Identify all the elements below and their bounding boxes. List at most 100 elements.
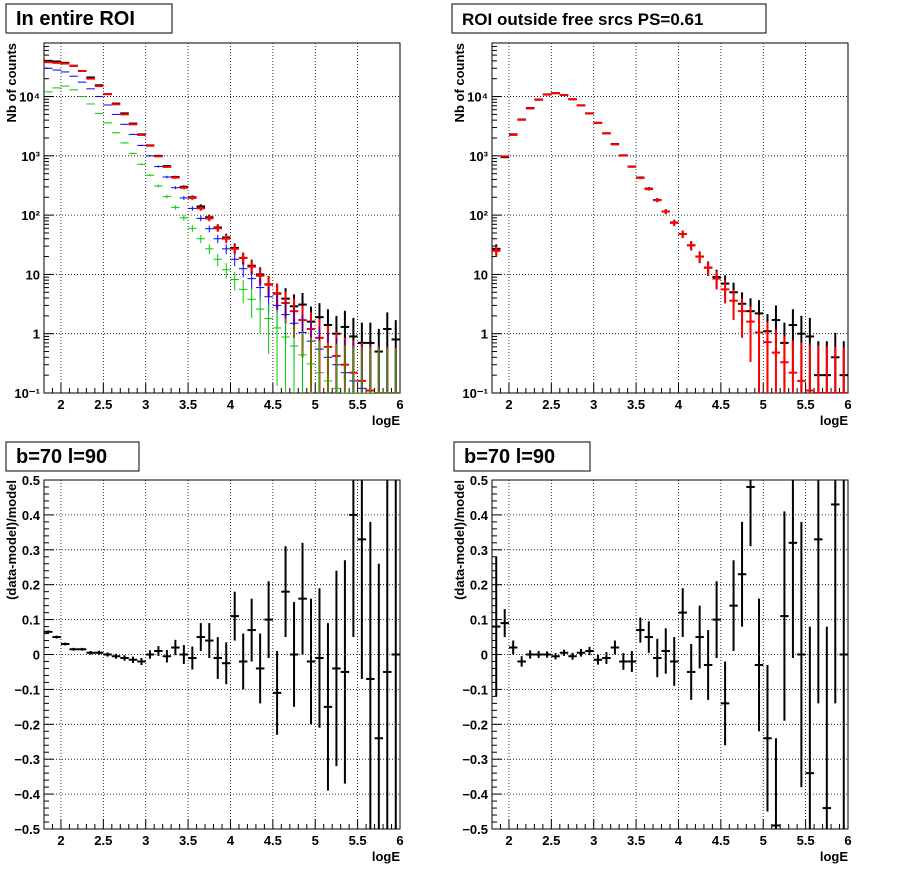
series-black xyxy=(44,480,400,829)
data-point xyxy=(737,521,747,627)
data-point xyxy=(145,144,155,147)
data-point xyxy=(653,198,662,203)
x-tick-label: 2 xyxy=(57,833,64,848)
data-point xyxy=(255,296,265,335)
x-tick-label: 3 xyxy=(142,833,149,848)
data-point xyxy=(349,346,358,393)
data-point xyxy=(145,174,155,177)
data-point xyxy=(593,654,603,665)
data-point xyxy=(145,155,155,157)
data-point xyxy=(137,657,146,665)
series-black xyxy=(492,92,848,393)
data-point xyxy=(111,113,121,115)
x-tick-label: 3.5 xyxy=(627,833,645,848)
data-point xyxy=(77,647,87,651)
x-tick-label: 6 xyxy=(396,833,403,848)
series-red xyxy=(44,61,400,393)
y-axis-label: (data-model)/model xyxy=(4,480,19,600)
data-point xyxy=(171,186,180,190)
data-point xyxy=(627,165,637,168)
x-axis-label: logE xyxy=(820,413,848,428)
data-point xyxy=(171,176,180,179)
x-tick-label: 5.5 xyxy=(349,833,367,848)
data-point xyxy=(162,165,172,168)
data-point xyxy=(230,591,239,641)
data-point xyxy=(289,324,299,393)
y-tick-label: 1 xyxy=(33,327,40,342)
y-tick-label: −0.5 xyxy=(14,822,40,837)
data-point xyxy=(763,322,772,393)
data-point xyxy=(737,298,747,338)
data-point xyxy=(94,650,104,655)
x-tick-label: 3 xyxy=(590,397,597,412)
data-point xyxy=(703,261,713,277)
panel-title: b=70 l=90 xyxy=(16,446,107,468)
y-tick-label: −0.2 xyxy=(462,717,488,732)
data-point xyxy=(205,215,214,222)
data-point xyxy=(264,581,273,658)
data-point xyxy=(374,347,384,393)
grid xyxy=(492,43,849,394)
data-point xyxy=(137,133,146,136)
data-point xyxy=(627,651,637,672)
x-tick-label: 4 xyxy=(227,397,235,412)
data-point xyxy=(391,348,400,393)
x-tick-label: 5.5 xyxy=(797,397,815,412)
data-point xyxy=(128,656,138,663)
data-point xyxy=(391,480,400,829)
data-point xyxy=(366,347,375,393)
data-point xyxy=(678,588,687,638)
data-layer xyxy=(492,480,848,829)
data-point xyxy=(576,648,586,657)
data-point xyxy=(69,647,78,651)
x-tick-label: 4.5 xyxy=(264,833,282,848)
data-point xyxy=(551,653,560,660)
x-tick-label: 2.5 xyxy=(94,833,112,848)
data-point xyxy=(712,271,721,290)
title-box xyxy=(453,441,591,472)
data-point xyxy=(213,253,222,267)
data-point xyxy=(154,155,163,158)
data-point xyxy=(771,738,781,829)
x-axis-label: logE xyxy=(372,413,400,428)
y-axis-label: Nb of counts xyxy=(452,43,467,122)
data-point xyxy=(542,651,552,658)
y-tick-label: −0.4 xyxy=(14,787,40,802)
y-tick-label: 0 xyxy=(33,648,40,663)
data-point xyxy=(695,605,704,669)
data-point xyxy=(247,271,256,290)
data-point xyxy=(94,112,104,114)
data-point xyxy=(238,633,248,690)
data-point xyxy=(357,346,367,393)
x-tick-label: 5.5 xyxy=(349,397,367,412)
chart-panel-3: 2 2.5 3 3.5 4 4.5 5 5.5 6 −0.5 −0.4 −0.3 −0.2 −0.1 0 0.… xyxy=(4,441,404,864)
series-black xyxy=(44,59,400,393)
data-point xyxy=(298,542,307,655)
y-tick-label: −0.5 xyxy=(462,822,488,837)
data-point xyxy=(171,205,180,210)
y-tick-label: 0.4 xyxy=(470,508,489,523)
data-layer xyxy=(492,92,848,393)
data-point xyxy=(780,511,789,721)
data-point xyxy=(162,175,172,179)
grid xyxy=(44,43,401,394)
data-point xyxy=(576,104,586,107)
y-tick-label: −0.1 xyxy=(14,682,40,697)
data-point xyxy=(839,480,848,829)
data-point xyxy=(298,331,307,393)
data-point xyxy=(746,480,755,547)
x-tick-label: 3.5 xyxy=(179,397,197,412)
data-point xyxy=(103,104,112,106)
y-tick-label: 10⁴ xyxy=(467,90,488,105)
data-point xyxy=(678,230,687,239)
x-tick-label: 6 xyxy=(396,397,403,412)
x-tick-label: 2 xyxy=(505,397,512,412)
y-tick-label: −0.4 xyxy=(462,787,488,802)
x-tick-label: 5.5 xyxy=(797,833,815,848)
x-tick-label: 5 xyxy=(760,833,767,848)
data-layer xyxy=(44,59,400,393)
data-point xyxy=(205,623,214,658)
data-point xyxy=(383,480,392,829)
y-tick-label: −0.3 xyxy=(462,752,488,767)
